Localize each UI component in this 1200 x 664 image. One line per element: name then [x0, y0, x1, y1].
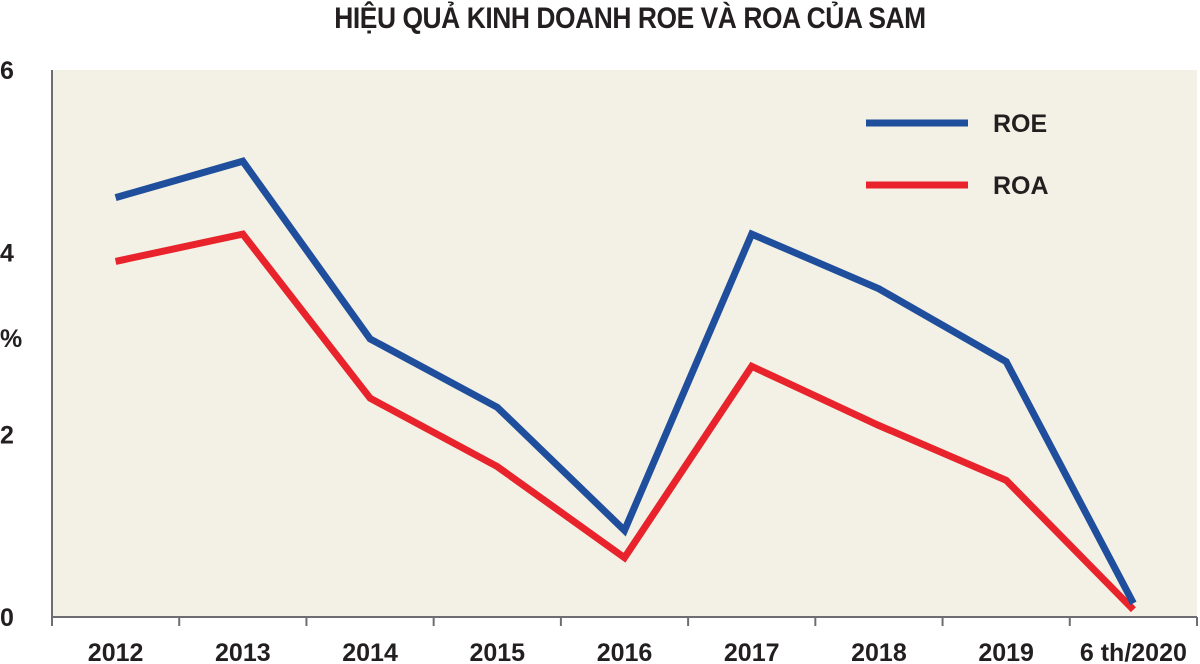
legend-label-roe: ROE — [993, 110, 1047, 138]
y-tick-label: 6 — [0, 57, 14, 85]
y-tick-label: 0 — [0, 604, 14, 632]
x-tick-label: 2017 — [724, 639, 780, 664]
legend-label-roa: ROA — [993, 172, 1049, 200]
y-tick-label: 4 — [0, 239, 14, 267]
x-tick-label: 2012 — [88, 639, 144, 664]
x-tick-label: 2016 — [597, 639, 653, 664]
x-tick-label: 6 th/2020 — [1080, 639, 1187, 664]
series-line-roa — [114, 230, 1136, 613]
x-tick-label: 2013 — [215, 639, 271, 664]
x-tick-label: 2018 — [851, 639, 907, 664]
x-tick-label: 2015 — [469, 639, 525, 664]
chart-title: HIỆU QUẢ KINH DOANH ROE VÀ ROA CỦA SAM — [334, 2, 926, 35]
series-line-roe — [114, 157, 1137, 605]
x-tick-label: 2019 — [978, 639, 1034, 664]
y-axis-label: % — [0, 325, 22, 353]
x-tick-label: 2014 — [342, 639, 398, 664]
y-tick-label: 2 — [0, 422, 14, 450]
